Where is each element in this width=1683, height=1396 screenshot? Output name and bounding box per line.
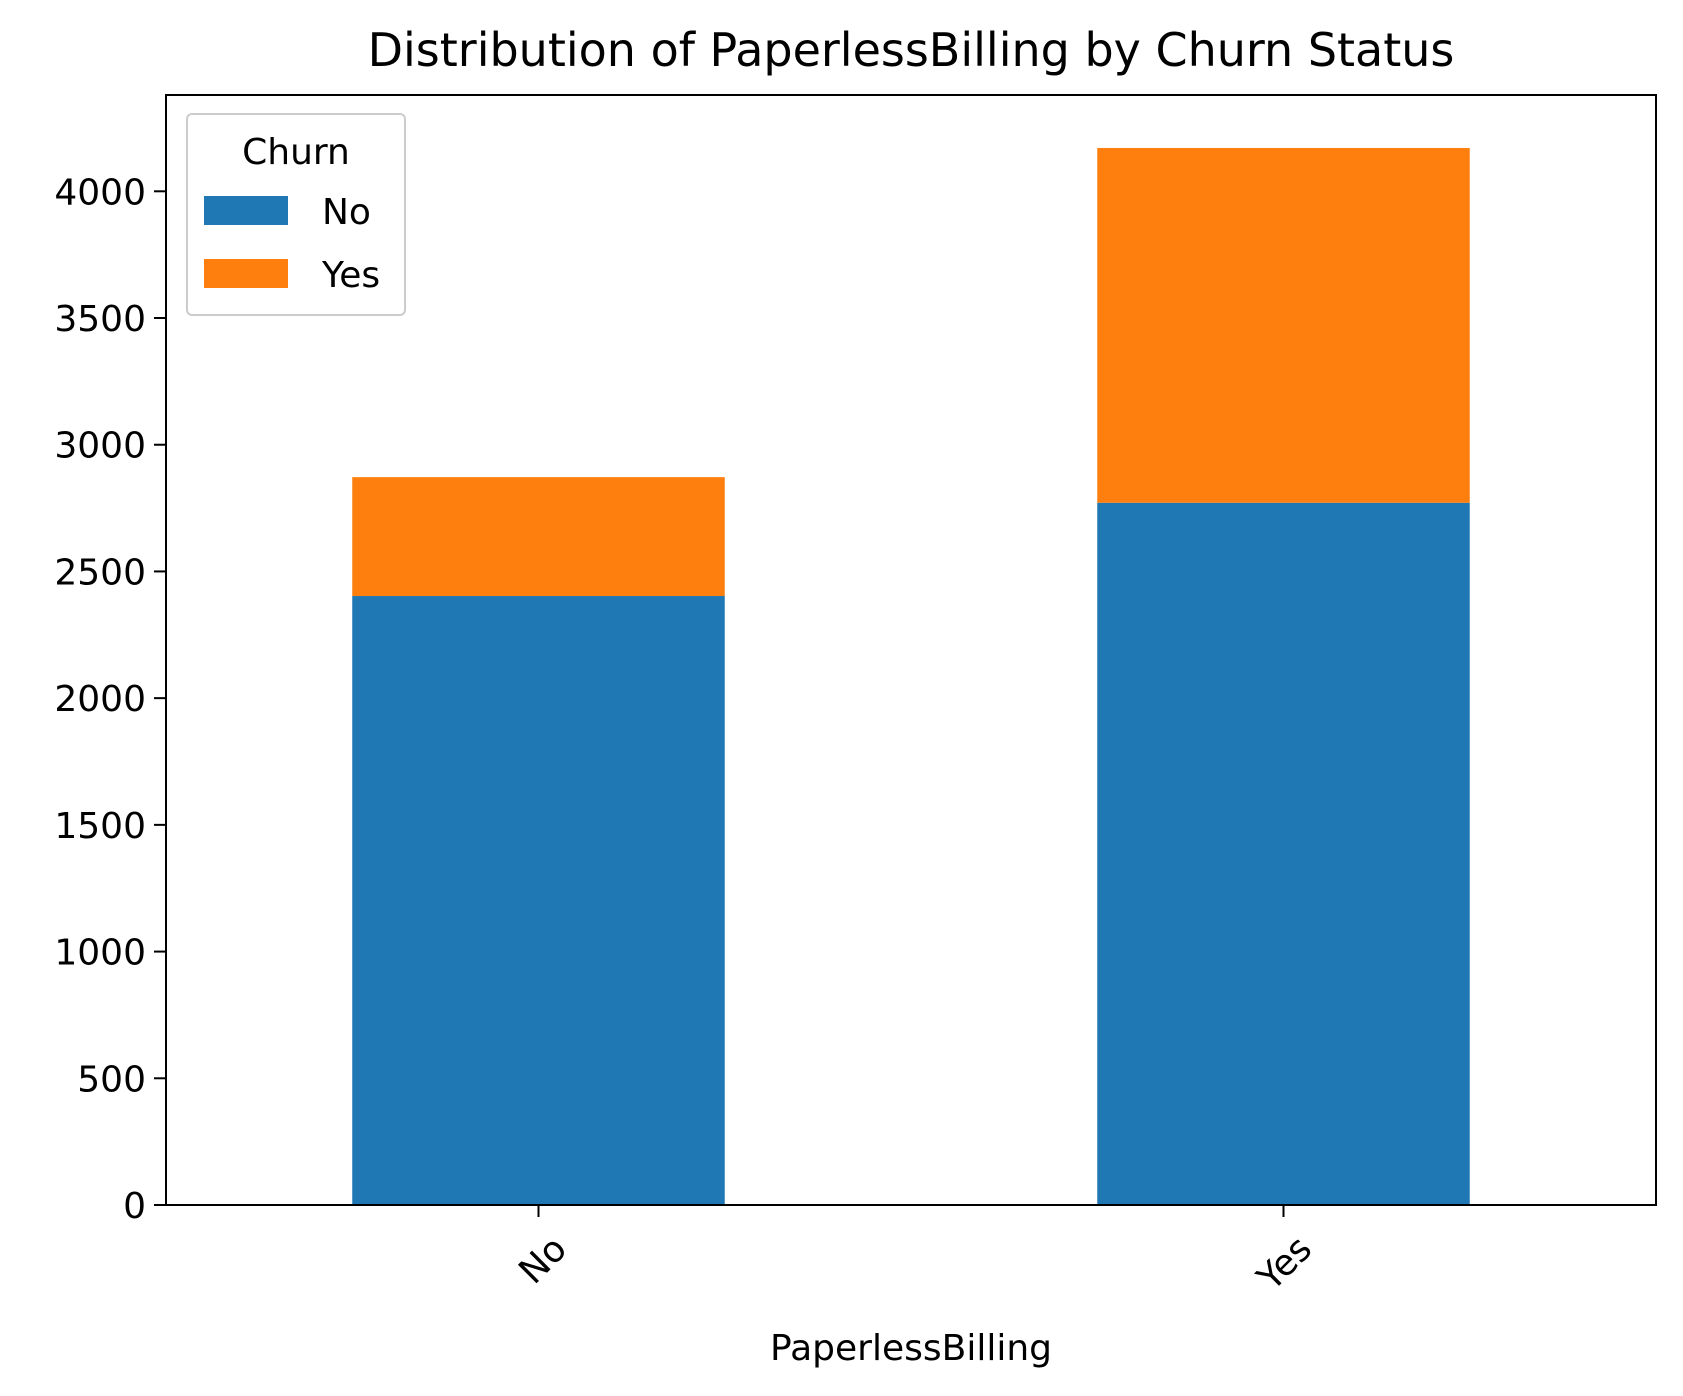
x-tick-label-no: No — [511, 1228, 575, 1292]
y-tick-label: 0 — [123, 1186, 146, 1227]
legend-items: No Yes — [204, 192, 380, 296]
legend-label-no: No — [322, 192, 371, 233]
x-axis: No Yes — [511, 1205, 1320, 1299]
y-axis: 0 500 1000 1500 2000 2500 3000 3500 4000 — [54, 172, 166, 1227]
bars-layer — [352, 147, 1470, 1205]
y-tick-label: 2000 — [54, 679, 146, 720]
x-axis-label: PaperlessBilling — [770, 1328, 1052, 1369]
chart-title: Distribution of PaperlessBilling by Chur… — [368, 23, 1455, 77]
y-tick-label: 3000 — [54, 426, 146, 467]
legend: Churn No Yes — [186, 113, 406, 316]
y-tick-label: 1500 — [54, 806, 146, 847]
y-tick-label: 2500 — [54, 552, 146, 593]
x-tick-label-yes: Yes — [1249, 1228, 1320, 1299]
legend-swatch-yes — [204, 259, 288, 288]
legend-swatch-no — [204, 196, 288, 225]
y-tick-label: 500 — [77, 1059, 146, 1100]
bar-no-churn-no — [352, 596, 725, 1205]
bar-no-churn-yes — [352, 477, 725, 597]
bar-yes-churn-yes — [1097, 147, 1470, 503]
y-tick-label: 1000 — [54, 933, 146, 974]
y-tick-label: 3500 — [54, 299, 146, 340]
plot-frame — [165, 94, 1657, 1206]
legend-label-yes: Yes — [321, 255, 380, 296]
y-tick-label: 4000 — [54, 172, 146, 213]
bar-yes-churn-no — [1097, 502, 1470, 1205]
legend-title: Churn — [242, 132, 350, 173]
